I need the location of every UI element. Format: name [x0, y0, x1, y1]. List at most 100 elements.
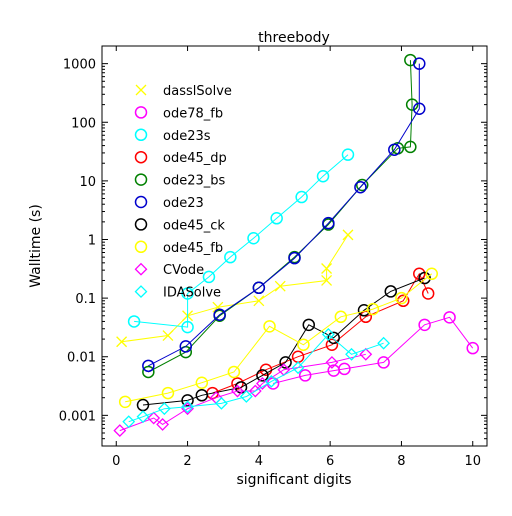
- data-point: [366, 302, 380, 316]
- data-point: [334, 310, 348, 324]
- legend-item: ode45_ck: [134, 218, 225, 233]
- data-point: [239, 390, 253, 403]
- data-point: [345, 347, 358, 361]
- series-ode78_fb: [266, 311, 479, 390]
- y-tick-label: 100: [71, 116, 96, 131]
- data-point: [288, 251, 301, 265]
- data-point: [325, 355, 339, 369]
- data-point: [134, 262, 148, 276]
- data-point: [181, 320, 194, 334]
- data-point: [253, 295, 265, 307]
- data-point: [413, 57, 426, 70]
- legend: dasslSolve ode78_fb ode23s ode45_dp ode23_bs…: [134, 84, 232, 301]
- x-tick-label: 6: [326, 454, 334, 469]
- data-point: [134, 173, 148, 186]
- legend-item: ode23_bs: [134, 173, 225, 189]
- data-point: [264, 374, 278, 388]
- data-point: [142, 365, 155, 379]
- legend-label: IDASolve: [163, 286, 221, 301]
- legend-label: ode45_dp: [163, 151, 227, 166]
- series-line: [148, 63, 420, 367]
- data-point: [157, 402, 171, 416]
- chart-title: threebody: [258, 30, 330, 46]
- data-point: [195, 376, 209, 389]
- series-line: [128, 333, 384, 423]
- data-point: [147, 411, 161, 425]
- data-point: [135, 84, 147, 96]
- x-tick-label: 10: [464, 454, 481, 469]
- x-tick-label: 2: [183, 454, 191, 469]
- legend-item: ode78_fb: [134, 106, 223, 121]
- y-tick-label: 0.01: [67, 351, 96, 366]
- data-point: [359, 347, 373, 361]
- data-point: [377, 336, 391, 350]
- legend-item: ode23s: [134, 128, 211, 144]
- data-point: [134, 106, 148, 119]
- data-point: [116, 336, 128, 348]
- series-ode23s: [127, 148, 355, 334]
- data-point: [134, 218, 148, 231]
- data-point: [134, 240, 148, 254]
- data-point: [291, 361, 305, 375]
- series-layer: [113, 53, 479, 437]
- data-point: [297, 338, 310, 352]
- data-point: [279, 356, 292, 369]
- series-line: [148, 60, 413, 373]
- data-point: [443, 311, 456, 324]
- data-point: [181, 287, 194, 300]
- data-point: [342, 229, 354, 241]
- data-point: [466, 341, 479, 355]
- data-point: [413, 102, 426, 116]
- data-point: [224, 250, 237, 264]
- data-point: [118, 395, 132, 409]
- y-tick-label: 1000: [63, 58, 96, 73]
- data-point: [195, 389, 209, 402]
- data-point: [213, 308, 226, 322]
- data-point: [134, 128, 148, 142]
- legend-label: dasslSolve: [163, 84, 232, 99]
- y-tick-label: 10: [79, 175, 96, 190]
- data-point: [274, 280, 286, 292]
- legend-label: ode23: [163, 196, 204, 211]
- data-point: [227, 365, 241, 379]
- data-point: [156, 418, 170, 431]
- x-tick-label: 8: [397, 454, 405, 469]
- legend-item: CVode: [134, 262, 204, 278]
- data-point: [295, 190, 308, 204]
- y-tick-label: 1: [88, 233, 96, 248]
- data-point: [134, 195, 148, 209]
- data-point: [127, 315, 141, 328]
- data-point: [341, 148, 355, 161]
- data-point: [162, 330, 174, 341]
- data-point: [122, 415, 136, 429]
- data-point: [302, 318, 316, 332]
- data-point: [377, 356, 390, 369]
- data-point: [355, 178, 369, 192]
- data-point: [134, 150, 148, 164]
- data-point: [384, 285, 397, 298]
- data-point: [247, 232, 260, 245]
- data-point: [322, 216, 335, 230]
- data-point: [142, 359, 155, 373]
- legend-item: ode45_fb: [134, 240, 223, 256]
- data-point: [270, 212, 283, 225]
- legend-label: ode23_bs: [163, 174, 225, 189]
- legend-item: IDASolve: [134, 285, 221, 301]
- legend-label: CVode: [163, 263, 204, 278]
- series-ode45_fb: [118, 267, 438, 409]
- data-point: [256, 369, 269, 382]
- data-point: [327, 331, 340, 345]
- legend-label: ode23s: [163, 129, 211, 144]
- data-point: [404, 140, 417, 154]
- series-idasolve: [122, 328, 391, 429]
- y-tick-label: 0.1: [75, 292, 96, 307]
- series-line: [125, 273, 433, 403]
- data-point: [418, 318, 431, 332]
- data-point: [179, 340, 193, 353]
- legend-item: dasslSolve: [135, 84, 232, 99]
- data-point: [321, 328, 335, 341]
- data-point: [395, 291, 408, 305]
- y-axis-label: Walltime (s): [28, 204, 44, 288]
